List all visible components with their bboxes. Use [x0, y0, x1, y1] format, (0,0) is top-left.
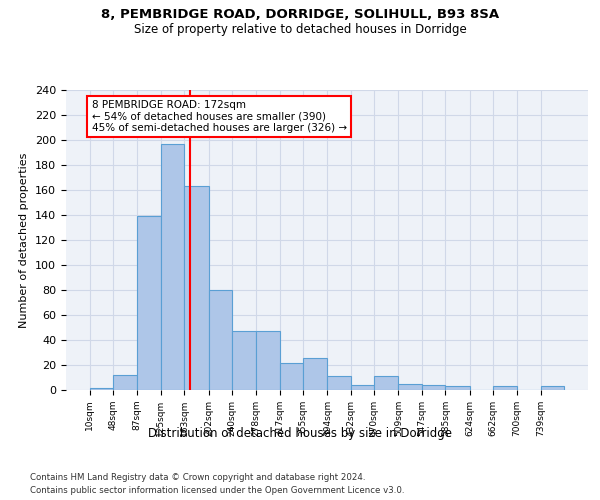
Bar	[445, 386, 470, 390]
Bar	[232, 331, 256, 390]
Text: 8, PEMBRIDGE ROAD, DORRIDGE, SOLIHULL, B93 8SA: 8, PEMBRIDGE ROAD, DORRIDGE, SOLIHULL, B…	[101, 8, 499, 20]
Bar	[280, 362, 303, 390]
Text: Contains HM Land Registry data © Crown copyright and database right 2024.: Contains HM Land Registry data © Crown c…	[30, 472, 365, 482]
Text: Contains public sector information licensed under the Open Government Licence v3: Contains public sector information licen…	[30, 486, 404, 495]
Bar	[113, 375, 137, 390]
Bar	[541, 386, 564, 390]
Bar	[184, 186, 209, 390]
Bar	[256, 331, 280, 390]
Bar	[90, 388, 113, 390]
Bar	[328, 376, 351, 390]
Bar	[422, 385, 445, 390]
Bar	[374, 376, 398, 390]
Bar	[351, 385, 374, 390]
Text: Distribution of detached houses by size in Dorridge: Distribution of detached houses by size …	[148, 428, 452, 440]
Bar	[137, 216, 161, 390]
Bar	[493, 386, 517, 390]
Bar	[209, 290, 232, 390]
Bar	[161, 144, 184, 390]
Text: Size of property relative to detached houses in Dorridge: Size of property relative to detached ho…	[134, 22, 466, 36]
Bar	[398, 384, 422, 390]
Bar	[303, 358, 328, 390]
Text: 8 PEMBRIDGE ROAD: 172sqm
← 54% of detached houses are smaller (390)
45% of semi-: 8 PEMBRIDGE ROAD: 172sqm ← 54% of detach…	[92, 100, 347, 133]
Y-axis label: Number of detached properties: Number of detached properties	[19, 152, 29, 328]
